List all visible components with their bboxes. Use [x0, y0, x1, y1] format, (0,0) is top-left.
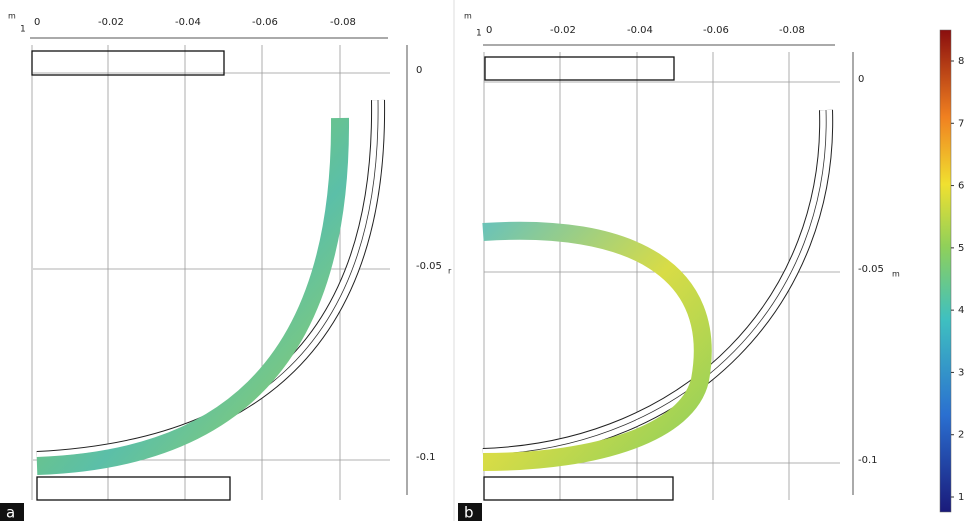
corner-label: 1	[20, 25, 26, 35]
colorbar-tick-label: 7	[958, 118, 964, 129]
side-unit: m	[892, 270, 900, 279]
colorbar	[940, 30, 951, 512]
colorbar-tick-label: 6	[958, 181, 964, 192]
y-tick-label: 0	[858, 74, 864, 85]
x-tick-label: -0.04	[627, 25, 653, 36]
x-tick-label: 0	[486, 25, 492, 36]
colorbar-tick-label: 4	[958, 305, 964, 316]
y-tick-label: -0.05	[416, 261, 442, 272]
colorbar-tick-label: 2	[958, 430, 964, 441]
x-tick-label: 0	[34, 17, 40, 28]
simulated-tube	[483, 231, 703, 462]
y-tick-label: 0	[416, 65, 422, 76]
x-tick-label: -0.06	[252, 17, 278, 28]
colorbar-tick-label: 5	[958, 243, 964, 254]
plate	[485, 57, 674, 80]
figure: 0-0.02-0.04-0.06-0.080-0.05-0.1m1ra0-0.0…	[0, 0, 967, 521]
y-tick-label: -0.1	[416, 452, 436, 463]
panel-label: b	[464, 504, 474, 521]
top-unit: m	[8, 12, 16, 21]
guide-tube	[483, 110, 826, 455]
x-tick-label: -0.02	[550, 25, 576, 36]
colorbar-tick-label: 8	[958, 56, 964, 67]
plate	[484, 477, 673, 500]
colorbar-tick-label: 3	[958, 367, 964, 378]
side-unit: r	[448, 267, 452, 276]
x-tick-label: -0.08	[779, 25, 805, 36]
corner-label: 1	[476, 29, 482, 39]
x-tick-label: -0.08	[330, 17, 356, 28]
colorbar-tick-label: 1	[958, 492, 964, 503]
y-tick-label: -0.05	[858, 264, 884, 275]
panel-label: a	[6, 504, 15, 521]
x-tick-label: -0.04	[175, 17, 201, 28]
x-tick-label: -0.06	[703, 25, 729, 36]
x-tick-label: -0.02	[98, 17, 124, 28]
plate	[37, 477, 230, 500]
simulated-tube	[37, 118, 340, 466]
top-unit: m	[464, 12, 472, 21]
y-tick-label: -0.1	[858, 455, 878, 466]
plate	[32, 51, 224, 75]
